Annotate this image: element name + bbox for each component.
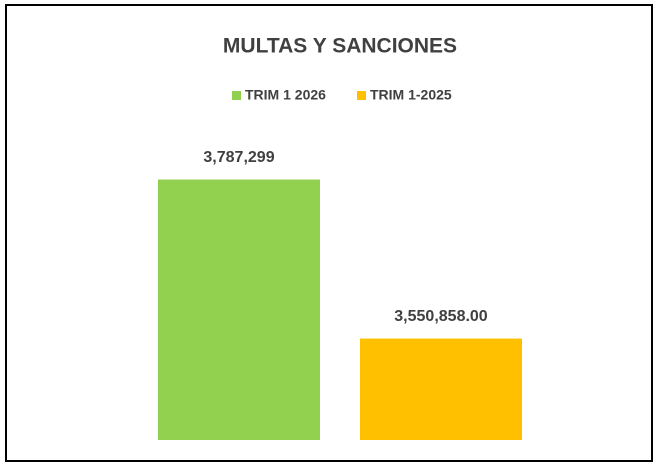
legend-swatch <box>357 91 366 100</box>
legend-swatch <box>232 91 241 100</box>
data-label: 3,550,858.00 <box>394 308 488 325</box>
data-label: 3,787,299 <box>203 149 274 166</box>
chart-title: MULTAS Y SANCIONES <box>223 35 457 58</box>
bar <box>158 179 320 440</box>
frame <box>5 4 653 462</box>
legend-label: TRIM 1 2026 <box>245 87 326 103</box>
bar <box>360 338 522 440</box>
legend-label: TRIM 1-2025 <box>370 87 452 103</box>
